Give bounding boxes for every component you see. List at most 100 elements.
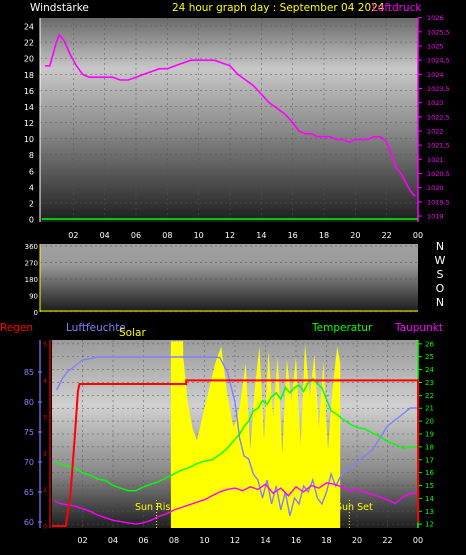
pressure-tick-label: 1020,5 bbox=[427, 170, 450, 178]
wind-direction-panel-background bbox=[40, 244, 418, 312]
humidity-tick-label: 80 bbox=[24, 398, 34, 407]
rain-tick-label: 5 bbox=[43, 342, 47, 349]
temperature-series bbox=[55, 377, 418, 492]
dewpoint-legend-label: Taupunkt bbox=[394, 322, 443, 334]
pressure-tick-label: 1025,5 bbox=[427, 28, 450, 36]
x-tick-label: 22 bbox=[382, 536, 392, 545]
pressure-tick-label: 1025 bbox=[427, 43, 444, 51]
pressure-tick-label: 1019,5 bbox=[427, 198, 450, 206]
temperature-tick-label: 15 bbox=[425, 482, 434, 490]
temperature-tick-label: 18 bbox=[425, 443, 434, 451]
temperature-tick-label: 13 bbox=[425, 508, 434, 516]
rain-tick-label: 0 bbox=[43, 524, 47, 531]
pressure-tick-label: 1022 bbox=[427, 128, 444, 136]
rain-tick-label: 4 bbox=[43, 378, 47, 385]
compass-label: N bbox=[436, 240, 444, 253]
humidity-tick-label: 75 bbox=[24, 428, 34, 437]
x-tick-label: 14 bbox=[260, 536, 270, 545]
direction-tick-label: 180 bbox=[25, 276, 38, 284]
temperature-tick-label: 20 bbox=[425, 418, 434, 426]
humidity-tick-label: 65 bbox=[24, 488, 34, 497]
sunrise-label: Sun Ris bbox=[135, 502, 170, 513]
direction-tick-label: 90 bbox=[29, 293, 38, 301]
x-tick-label: 22 bbox=[382, 231, 392, 240]
wind-tick-label: 24 bbox=[24, 23, 34, 32]
x-tick-label: 06 bbox=[138, 536, 148, 545]
pressure-tick-label: 1024,5 bbox=[427, 57, 450, 65]
wind-tick-label: 12 bbox=[24, 119, 34, 128]
humidity-tick-label: 60 bbox=[24, 518, 34, 527]
pressure-series bbox=[45, 33, 416, 197]
temperature-tick-label: 19 bbox=[425, 431, 434, 439]
pressure-tick-label: 1020 bbox=[427, 184, 444, 192]
temperature-tick-label: 16 bbox=[425, 469, 434, 477]
x-tick-label: 16 bbox=[291, 536, 301, 545]
direction-tick-label: 360 bbox=[25, 243, 38, 251]
temperature-tick-label: 23 bbox=[425, 379, 434, 387]
temperature-tick-label: 14 bbox=[425, 495, 434, 503]
wind-tick-label: 20 bbox=[24, 55, 34, 64]
wind-tick-label: 22 bbox=[24, 39, 34, 48]
x-tick-label: 12 bbox=[225, 231, 235, 240]
x-tick-label: 14 bbox=[256, 231, 266, 240]
compass-label: N bbox=[436, 296, 444, 309]
temperature-tick-label: 24 bbox=[425, 366, 434, 374]
pressure-tick-label: 1026 bbox=[427, 14, 444, 22]
x-tick-label: 04 bbox=[108, 536, 118, 545]
x-tick-label: 16 bbox=[288, 231, 298, 240]
rain-tick-label: 3 bbox=[43, 414, 47, 421]
wind-axis-label: Windstärke bbox=[30, 2, 89, 14]
wind-tick-label: 4 bbox=[29, 183, 34, 192]
wind-tick-label: 2 bbox=[29, 199, 34, 208]
pressure-tick-label: 1023,5 bbox=[427, 85, 450, 93]
compass-label: W bbox=[435, 254, 446, 267]
rain-tick-label: 1 bbox=[43, 487, 47, 494]
temperature-tick-label: 26 bbox=[425, 340, 434, 348]
rain-legend-label: Regen bbox=[0, 322, 33, 334]
x-tick-label: 12 bbox=[230, 536, 240, 545]
temperature-tick-label: 25 bbox=[425, 353, 434, 361]
x-tick-label: 10 bbox=[199, 536, 209, 545]
pressure-tick-label: 1021,5 bbox=[427, 142, 450, 150]
pressure-tick-label: 1019 bbox=[427, 213, 444, 221]
temperature-tick-label: 22 bbox=[425, 392, 434, 400]
direction-tick-label: 270 bbox=[25, 260, 38, 268]
wind-tick-label: 10 bbox=[24, 135, 34, 144]
temperature-tick-label: 21 bbox=[425, 405, 434, 413]
temperature-legend-label: Temperatur bbox=[311, 322, 373, 334]
pressure-axis-label: Luftdruck bbox=[372, 2, 422, 14]
humidity-tick-label: 85 bbox=[24, 368, 34, 377]
pressure-tick-label: 1022,5 bbox=[427, 113, 450, 121]
solar-legend-label: Solar bbox=[119, 327, 146, 339]
x-tick-label: 18 bbox=[319, 231, 329, 240]
solar-radiation-area bbox=[170, 341, 341, 528]
x-tick-label: 06 bbox=[131, 231, 141, 240]
wind-tick-label: 16 bbox=[24, 87, 34, 96]
wind-tick-label: 18 bbox=[24, 71, 34, 80]
humidity-series bbox=[55, 356, 418, 517]
pressure-tick-label: 1024 bbox=[427, 71, 444, 79]
compass-label: O bbox=[436, 282, 445, 295]
top-panel-background bbox=[40, 18, 418, 222]
pressure-tick-label: 1023 bbox=[427, 99, 444, 107]
x-tick-label: 20 bbox=[352, 536, 362, 545]
x-tick-label: 02 bbox=[77, 536, 87, 545]
x-tick-label: 00 bbox=[413, 231, 423, 240]
wind-tick-label: 8 bbox=[29, 151, 34, 160]
chart-title: 24 hour graph day : September 04 2024 bbox=[172, 2, 385, 14]
temperature-tick-label: 12 bbox=[425, 521, 434, 529]
rain-series bbox=[52, 379, 419, 527]
x-tick-label: 08 bbox=[162, 231, 172, 240]
x-tick-label: 20 bbox=[350, 231, 360, 240]
wind-tick-label: 14 bbox=[24, 103, 34, 112]
x-tick-label: 18 bbox=[321, 536, 331, 545]
rain-tick-label: 2 bbox=[43, 451, 47, 458]
x-tick-label: 02 bbox=[68, 231, 78, 240]
wind-tick-label: 6 bbox=[29, 167, 34, 176]
dewpoint-series bbox=[54, 482, 418, 525]
pressure-tick-label: 1021 bbox=[427, 156, 444, 164]
temperature-tick-label: 17 bbox=[425, 456, 434, 464]
